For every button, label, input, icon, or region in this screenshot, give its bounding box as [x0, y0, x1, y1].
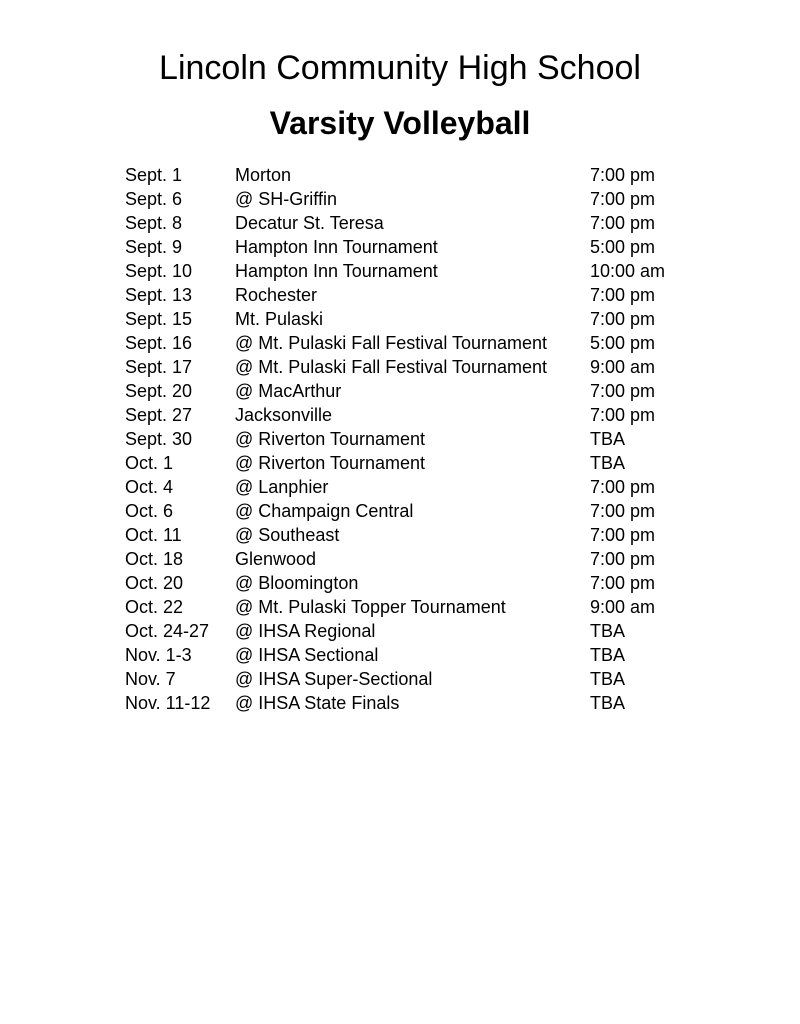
- schedule-row: Oct. 6 @ Champaign Central 7:00 pm: [125, 499, 685, 523]
- game-time-cell: 5:00 pm: [590, 333, 656, 353]
- schedule-list: Sept. 1 Morton 7:00 pm Sept. 6 @ SH-Griffin 7…: [125, 163, 685, 715]
- game-time-cell: 7:00 pm: [590, 309, 656, 329]
- schedule-row: Oct. 22 @ Mt. Pulaski Topper Tournament 9:…: [125, 595, 685, 619]
- schedule-row: Sept. 27 Jacksonville 7:00 pm: [125, 403, 685, 427]
- game-time-cell: TBA: [590, 453, 626, 473]
- game-date-cell: Oct. 1: [125, 453, 174, 473]
- game-date-cell: Sept. 6: [125, 189, 183, 209]
- schedule-row: Oct. 11 @ Southeast 7:00 pm: [125, 523, 685, 547]
- game-time-cell: TBA: [590, 669, 626, 689]
- game-date-cell: Oct. 20: [125, 573, 184, 593]
- game-opponent-cell: @ Mt. Pulaski Topper Tournament: [235, 597, 506, 617]
- game-opponent-cell: Mt. Pulaski: [235, 309, 324, 329]
- game-opponent-cell: @ Bloomington: [235, 573, 359, 593]
- schedule-row: Sept. 13 Rochester 7:00 pm: [125, 283, 685, 307]
- game-opponent-cell: Hampton Inn Tournament: [235, 237, 438, 257]
- game-date-cell: Oct. 11: [125, 525, 182, 545]
- game-time-cell: 9:00 am: [590, 357, 656, 377]
- game-time-cell: TBA: [590, 621, 626, 641]
- schedule-row: Oct. 20 @ Bloomington 7:00 pm: [125, 571, 685, 595]
- game-date-cell: Sept. 17: [125, 357, 193, 377]
- game-opponent-cell: @ Riverton Tournament: [235, 429, 426, 449]
- game-date-cell: Sept. 8: [125, 213, 183, 233]
- game-date-cell: Sept. 20: [125, 381, 193, 401]
- game-opponent-cell: Glenwood: [235, 549, 317, 569]
- game-opponent-cell: @ IHSA Sectional: [235, 645, 379, 665]
- game-time-cell: 7:00 pm: [590, 573, 656, 593]
- game-time-cell: 7:00 pm: [590, 405, 656, 425]
- team-title: Varsity Volleyball: [269, 105, 531, 141]
- schedule-row: Nov. 7 @ IHSA Super-Sectional TBA: [125, 667, 685, 691]
- game-time-cell: 7:00 pm: [590, 525, 656, 545]
- game-time-cell: 7:00 pm: [590, 477, 656, 497]
- school-name-title: Lincoln Community High School: [159, 49, 641, 87]
- game-time-cell: TBA: [590, 693, 626, 713]
- game-time-cell: TBA: [590, 645, 626, 665]
- game-opponent-cell: @ Mt. Pulaski Fall Festival Tournament: [235, 333, 548, 353]
- game-opponent-cell: @ Champaign Central: [235, 501, 414, 521]
- game-date-cell: Sept. 9: [125, 237, 183, 257]
- game-time-cell: 5:00 pm: [590, 237, 656, 257]
- game-date-cell: Nov. 7: [125, 669, 176, 689]
- game-time-cell: 7:00 pm: [590, 285, 656, 305]
- game-date-cell: Nov. 11-12: [125, 693, 211, 713]
- game-time-cell: 7:00 pm: [590, 213, 656, 233]
- schedule-row: Sept. 20 @ MacArthur 7:00 pm: [125, 379, 685, 403]
- schedule-row: Sept. 6 @ SH-Griffin 7:00 pm: [125, 187, 685, 211]
- schedule-row: Sept. 17 @ Mt. Pulaski Fall Festival Tour…: [125, 355, 685, 379]
- game-time-cell: 7:00 pm: [590, 549, 656, 569]
- schedule-row: Oct. 18 Glenwood 7:00 pm: [125, 547, 685, 571]
- game-time-cell: 7:00 pm: [590, 501, 656, 521]
- schedule-row: Sept. 10 Hampton Inn Tournament 10:00 am: [125, 259, 685, 283]
- game-opponent-cell: @ Southeast: [235, 525, 340, 545]
- game-date-cell: Sept. 1: [125, 165, 183, 185]
- schedule-row: Sept. 16 @ Mt. Pulaski Fall Festival Tour…: [125, 331, 685, 355]
- game-opponent-cell: @ IHSA State Finals: [235, 693, 400, 713]
- schedule-row: Oct. 1 @ Riverton Tournament TBA: [125, 451, 685, 475]
- schedule-row: Nov. 1-3 @ IHSA Sectional TBA: [125, 643, 685, 667]
- schedule-row: Sept. 1 Morton 7:00 pm: [125, 163, 685, 187]
- game-opponent-cell: Hampton Inn Tournament: [235, 261, 438, 281]
- game-opponent-cell: @ IHSA Regional: [235, 621, 376, 641]
- game-opponent-cell: Jacksonville: [235, 405, 333, 425]
- schedule-row: Oct. 24-27 @ IHSA Regional TBA: [125, 619, 685, 643]
- game-date-cell: Sept. 16: [125, 333, 193, 353]
- schedule-row: Sept. 15 Mt. Pulaski 7:00 pm: [125, 307, 685, 331]
- game-date-cell: Oct. 18: [125, 549, 184, 569]
- game-time-cell: 7:00 pm: [590, 189, 656, 209]
- schedule-row: Oct. 4 @ Lanphier 7:00 pm: [125, 475, 685, 499]
- game-opponent-cell: @ IHSA Super-Sectional: [235, 669, 433, 689]
- game-date-cell: Oct. 22: [125, 597, 184, 617]
- game-time-cell: 7:00 pm: [590, 165, 656, 185]
- game-date-cell: Nov. 1-3: [125, 645, 192, 665]
- game-date-cell: Oct. 6: [125, 501, 174, 521]
- game-time-cell: TBA: [590, 429, 626, 449]
- game-date-cell: Oct. 24-27: [125, 621, 210, 641]
- schedule-row: Sept. 9 Hampton Inn Tournament 5:00 pm: [125, 235, 685, 259]
- schedule-row: Nov. 11-12 @ IHSA State Finals TBA: [125, 691, 685, 715]
- game-opponent-cell: @ Riverton Tournament: [235, 453, 426, 473]
- game-opponent-cell: @ MacArthur: [235, 381, 342, 401]
- schedule-row: Sept. 8 Decatur St. Teresa 7:00 pm: [125, 211, 685, 235]
- game-opponent-cell: @ Mt. Pulaski Fall Festival Tournament: [235, 357, 548, 377]
- game-time-cell: 7:00 pm: [590, 381, 656, 401]
- game-date-cell: Sept. 27: [125, 405, 193, 425]
- schedule-row: Sept. 30 @ Riverton Tournament TBA: [125, 427, 685, 451]
- game-opponent-cell: Decatur St. Teresa: [235, 213, 384, 233]
- game-opponent-cell: @ Lanphier: [235, 477, 329, 497]
- game-opponent-cell: Rochester: [235, 285, 318, 305]
- game-opponent-cell: @ SH-Griffin: [235, 189, 337, 209]
- game-date-cell: Sept. 13: [125, 285, 193, 305]
- game-date-cell: Sept. 15: [125, 309, 193, 329]
- game-time-cell: 9:00 am: [590, 597, 656, 617]
- game-opponent-cell: Morton: [235, 165, 292, 185]
- game-time-cell: 10:00 am: [590, 261, 666, 281]
- game-date-cell: Oct. 4: [125, 477, 174, 497]
- game-date-cell: Sept. 10: [125, 261, 193, 281]
- game-date-cell: Sept. 30: [125, 429, 193, 449]
